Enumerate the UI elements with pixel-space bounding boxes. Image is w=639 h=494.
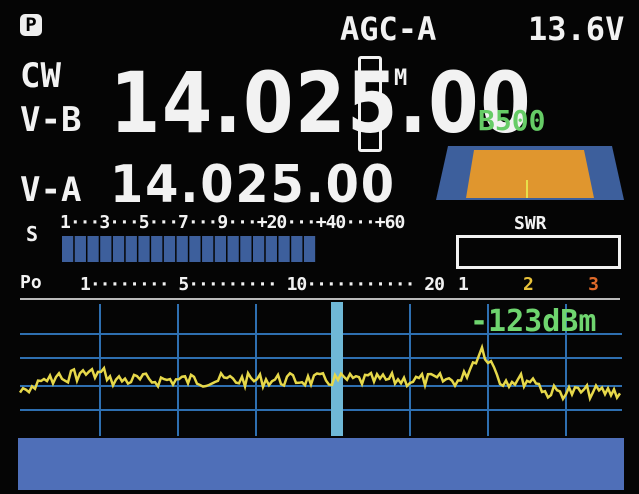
- s-meter-segment: [125, 236, 137, 262]
- s-meter-segment: [151, 236, 163, 262]
- spectrum-scope: [18, 302, 622, 436]
- swr-scale: 1 2 3 ∞: [458, 274, 639, 295]
- s-meter-segment: [240, 236, 252, 262]
- s-meter-segment: [163, 236, 176, 262]
- swr-scale-2: 2: [523, 274, 534, 295]
- s-meter-segment: [214, 236, 227, 262]
- spectrum-trace: [18, 343, 622, 403]
- voltage-readout: 13.6V: [528, 10, 625, 48]
- agc-indicator: AGC-A: [340, 10, 437, 48]
- s-meter-segment: [291, 236, 303, 262]
- vfo-a-frequency: 14.025.00: [110, 155, 396, 215]
- s-meter-segment: [74, 236, 86, 262]
- s-meter-segment: [303, 236, 316, 262]
- waterfall-display: [18, 438, 624, 490]
- filter-passband-graphic: [436, 146, 624, 200]
- vfo-b-label: V-B: [20, 100, 82, 140]
- swr-label: SWR: [514, 213, 547, 234]
- s-meter-segment: [138, 236, 150, 262]
- vfo-a-label: V-A: [20, 170, 82, 210]
- spectrum-center-marker: [331, 302, 343, 436]
- s-meter-segment: [202, 236, 214, 262]
- signal-level-readout: -123dBm: [470, 304, 597, 339]
- swr-meter-box: [456, 235, 621, 269]
- filter-passband: [466, 150, 594, 198]
- memory-icon: M: [394, 66, 408, 91]
- mode-indicator: CW: [20, 56, 61, 96]
- s-meter-label: S: [26, 222, 39, 246]
- s-meter-segment: [100, 236, 112, 262]
- swr-scale-3: 3: [588, 274, 599, 295]
- s-meter-segment: [87, 236, 99, 262]
- po-meter-label: Po: [20, 272, 42, 293]
- spectrum-grid: [20, 304, 622, 436]
- po-meter-scale: 1········ 5········· 10··········· 20: [80, 274, 445, 295]
- s-meter-segment: [265, 236, 277, 262]
- swr-scale-1: 1: [458, 274, 469, 295]
- s-meter-segment: [112, 236, 125, 262]
- s-meter-segment: [189, 236, 201, 262]
- s-meter-segment: [278, 236, 290, 262]
- s-meter-scale: 1···3···5···7···9···+20···+40···+60: [60, 212, 405, 233]
- s-meter-bar: [62, 236, 316, 262]
- s-meter-segment: [176, 236, 188, 262]
- section-divider: [20, 298, 620, 300]
- p-badge-icon: P: [20, 14, 42, 36]
- filter-width-label: B500: [478, 104, 546, 137]
- s-meter-segment: [62, 236, 74, 262]
- tuning-digit-cursor: [358, 56, 382, 152]
- s-meter-segment: [227, 236, 239, 262]
- vfo-b-frequency: 14.025.00: [110, 54, 533, 152]
- s-meter-segment: [253, 236, 265, 262]
